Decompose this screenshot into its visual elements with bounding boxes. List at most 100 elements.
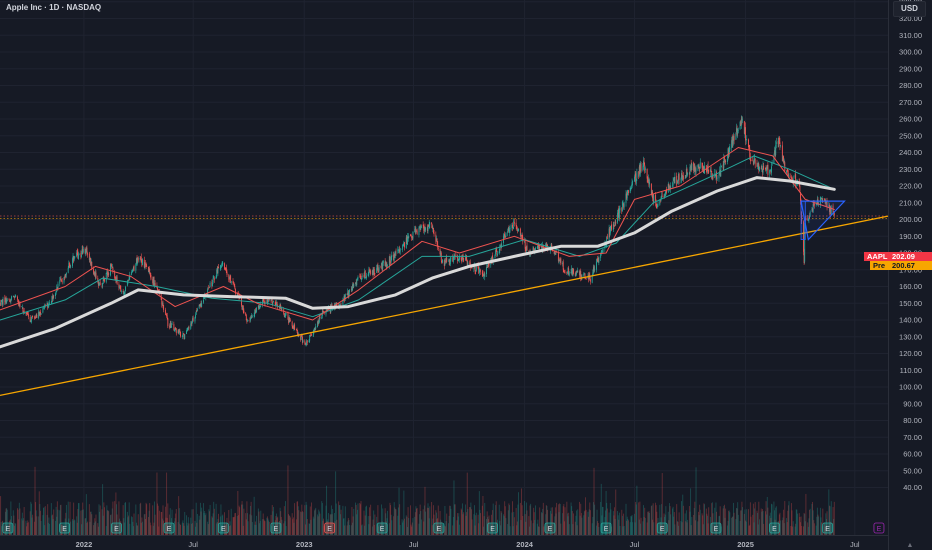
candle-body	[389, 257, 391, 263]
earnings-marker[interactable]: E	[163, 522, 175, 534]
volume-bar	[359, 502, 361, 535]
earnings-marker[interactable]: E	[600, 522, 612, 534]
volume-bar	[204, 515, 206, 535]
volume-bar	[119, 518, 120, 535]
earnings-marker[interactable]: E	[544, 522, 556, 534]
candle-body	[114, 271, 116, 279]
earnings-marker[interactable]: E	[324, 522, 336, 534]
volume-bar	[263, 519, 265, 535]
volume-bar	[541, 513, 543, 535]
volume-bar	[756, 510, 758, 535]
volume-bar	[568, 512, 570, 535]
earnings-marker[interactable]: E	[487, 522, 498, 534]
volume-bar	[749, 524, 751, 535]
candle-body	[583, 273, 585, 275]
candle-body	[701, 162, 703, 168]
earnings-marker[interactable]: E	[656, 522, 668, 534]
candle-body	[537, 245, 539, 248]
volume-bar	[465, 515, 467, 535]
plot-area	[0, 0, 888, 535]
volume-bar	[491, 525, 493, 535]
candle-body	[50, 301, 52, 303]
candle-body	[200, 303, 202, 308]
volume-bar	[791, 510, 793, 535]
volume-bar	[483, 526, 484, 535]
volume-bar	[547, 509, 548, 535]
volume-bar	[190, 517, 192, 535]
volume-bar	[163, 520, 165, 535]
volume-bar	[680, 521, 682, 535]
volume-bar	[813, 520, 815, 535]
volume-bar	[213, 508, 215, 535]
candle-body	[390, 255, 392, 262]
volume-bar	[429, 506, 431, 535]
candle-body	[690, 164, 692, 171]
candle-body	[596, 259, 598, 263]
earnings-marker[interactable]: E	[2, 522, 14, 534]
earnings-marker[interactable]: E	[217, 522, 229, 534]
currency-button[interactable]: USD	[893, 1, 926, 17]
candle-body	[347, 291, 349, 296]
volume-bar	[276, 513, 277, 535]
volume-bar	[365, 505, 367, 535]
earnings-marker[interactable]: E	[433, 522, 445, 534]
candle-body	[335, 303, 337, 305]
earnings-marker[interactable]: E	[376, 522, 388, 534]
candle-body	[576, 270, 577, 275]
earnings-marker[interactable]: E	[111, 522, 122, 534]
volume-bar	[331, 514, 333, 535]
volume-bar	[440, 521, 442, 535]
candle-body	[201, 302, 203, 307]
candle-body	[199, 305, 201, 307]
candle-body	[241, 304, 243, 310]
candle-body	[809, 211, 811, 217]
earnings-marker[interactable]: E	[59, 522, 70, 534]
candle-body	[695, 167, 697, 173]
y-tick-label: 260.00	[899, 115, 922, 124]
candle-body	[538, 246, 540, 249]
volume-bar	[394, 507, 396, 535]
volume-bar	[503, 514, 504, 535]
candle-body	[150, 275, 152, 280]
candle-body	[694, 166, 696, 170]
volume-bar	[247, 521, 249, 535]
earnings-marker[interactable]: E	[710, 522, 722, 534]
candle-body	[141, 260, 143, 267]
candle-body	[559, 260, 561, 262]
candle-body	[323, 310, 325, 312]
volume-bar	[562, 506, 564, 535]
earnings-marker[interactable]: E	[873, 522, 885, 534]
candle-body	[449, 259, 451, 265]
volume-bar	[615, 489, 617, 535]
candle-body	[635, 178, 637, 184]
candle-body	[410, 235, 412, 236]
candle-body	[716, 172, 718, 180]
earnings-marker[interactable]: E	[822, 522, 834, 534]
candle-body	[255, 311, 257, 314]
candle-body	[525, 248, 527, 251]
candle-body	[131, 270, 133, 272]
candle-body	[439, 248, 441, 255]
candle-body	[280, 308, 282, 310]
candle-body	[312, 331, 314, 337]
earnings-marker[interactable]: E	[270, 522, 282, 534]
candle-body	[829, 206, 831, 212]
volume-bar	[593, 467, 595, 535]
candle-body	[72, 255, 74, 260]
volume-bar	[787, 505, 789, 535]
candle-body	[722, 164, 724, 169]
candle-body	[763, 165, 765, 170]
candle-body	[592, 267, 594, 274]
candle-body	[698, 165, 700, 169]
candle-body	[178, 330, 180, 334]
volume-bar	[199, 519, 201, 535]
candle-body	[407, 236, 408, 245]
earnings-marker[interactable]: E	[769, 522, 780, 534]
volume-bar	[183, 525, 185, 535]
candle-body	[187, 327, 189, 329]
volume-bar	[801, 525, 803, 535]
candle-body	[666, 189, 667, 193]
volume-bar	[137, 525, 139, 535]
candle-body	[1, 299, 3, 305]
